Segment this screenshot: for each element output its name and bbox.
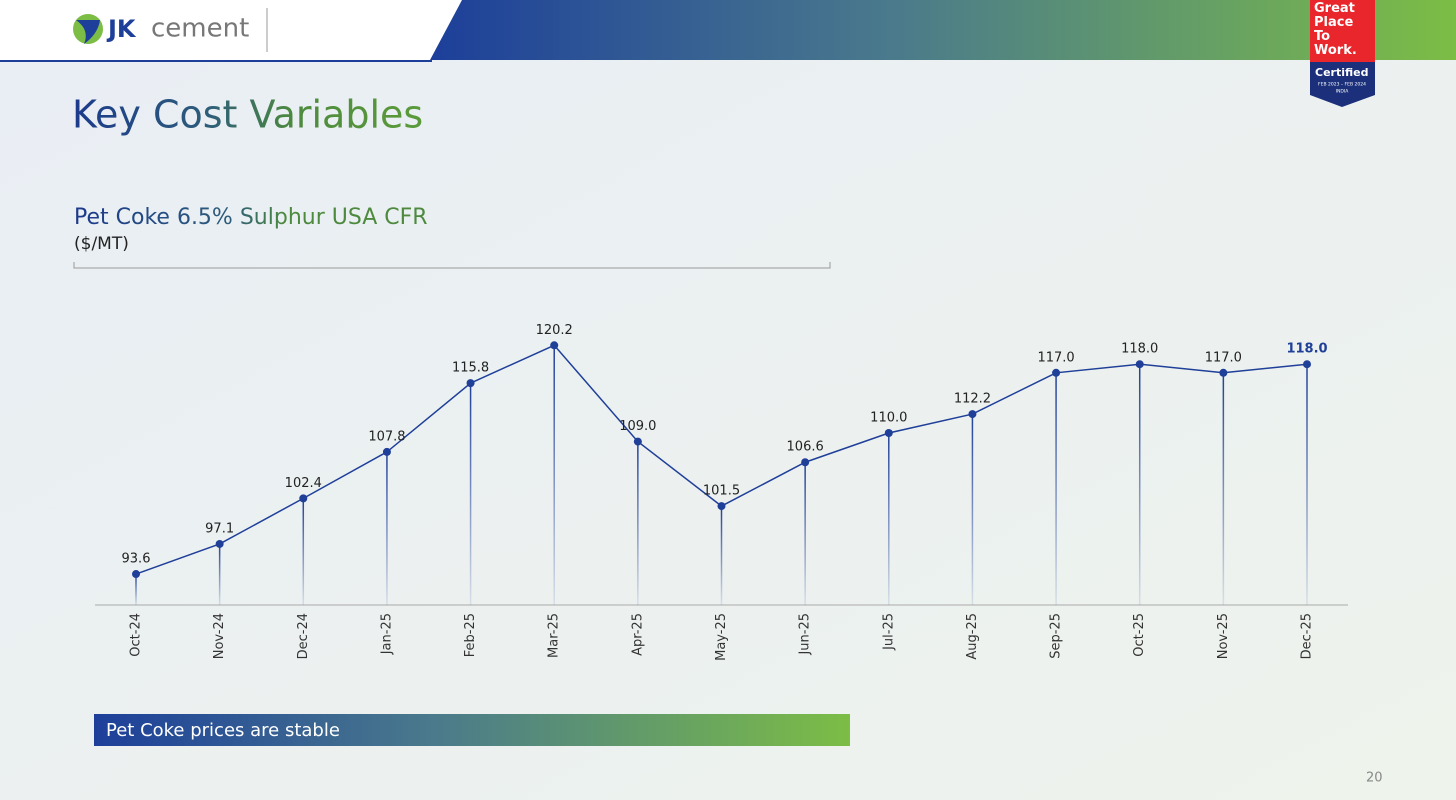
badge-line: To — [1314, 29, 1330, 44]
data-point — [633, 437, 642, 446]
x-tick-label: May-25 — [714, 613, 729, 661]
drop-line — [637, 441, 639, 605]
x-tick-label: Feb-25 — [463, 613, 478, 657]
data-point — [968, 410, 977, 419]
drop-line — [135, 574, 137, 605]
drop-line — [971, 414, 974, 605]
x-tick-label: Oct-25 — [1132, 613, 1147, 657]
x-tick-label: Dec-25 — [1300, 613, 1315, 659]
data-label: 117.0 — [1205, 350, 1242, 365]
badge-country: INDIA — [1336, 89, 1349, 95]
badge-text: Great Place To Work. — [1314, 1, 1357, 58]
data-label: 112.2 — [954, 392, 991, 407]
drop-line — [469, 383, 472, 605]
drop-line — [302, 498, 305, 605]
x-tick-label: Apr-25 — [630, 613, 645, 656]
data-label: 97.1 — [205, 521, 234, 536]
data-label: 101.5 — [703, 484, 740, 499]
data-point — [801, 458, 810, 467]
data-point — [550, 341, 559, 350]
slide-title: Key Cost Variables — [72, 93, 423, 137]
data-point — [884, 429, 893, 437]
badge-line: Place — [1314, 15, 1353, 30]
x-tick-label: Aug-25 — [965, 613, 980, 660]
data-label: 109.0 — [619, 419, 656, 434]
data-label: 115.8 — [452, 361, 489, 376]
x-tick-label: Sep-25 — [1049, 613, 1064, 659]
data-label: 118.0 — [1121, 342, 1158, 357]
drop-line — [720, 506, 723, 605]
badge-line: Work. — [1314, 43, 1357, 58]
drop-line — [1222, 372, 1225, 605]
data-label: 118.0 — [1286, 342, 1327, 357]
callout-text: Pet Coke prices are stable — [106, 720, 340, 741]
data-point — [1303, 360, 1311, 369]
badge-bottom — [1310, 62, 1375, 107]
data-label: 102.4 — [285, 476, 322, 491]
x-tick-label: Mar-25 — [547, 613, 562, 658]
data-label: 107.8 — [368, 429, 405, 444]
page-number: 20 — [1366, 771, 1383, 786]
logo-brand: JK — [106, 15, 137, 43]
badge-top — [1310, 0, 1375, 62]
data-label: 106.6 — [787, 440, 824, 455]
badge-line: Great — [1314, 1, 1355, 16]
data-point — [382, 447, 391, 456]
x-tick-label: Jan-25 — [379, 613, 394, 655]
logo: JK cement — [73, 8, 268, 52]
data-point — [299, 494, 308, 503]
drop-line — [1055, 372, 1057, 605]
badge: Great Place To Work. Certified FEB 2023 – F… — [1310, 0, 1375, 107]
drop-line — [218, 543, 221, 605]
drop-line — [1138, 364, 1141, 605]
data-label: 117.0 — [1037, 350, 1074, 365]
data-point — [466, 379, 475, 388]
x-tick-label: Dec-24 — [296, 613, 311, 659]
x-tick-label: Jul-25 — [881, 613, 896, 651]
x-tick-label: Nov-25 — [1216, 613, 1231, 659]
chart-title-rule — [73, 262, 831, 269]
drop-line — [553, 345, 555, 605]
callout-bar — [94, 714, 850, 746]
drop-line — [1306, 364, 1308, 605]
data-point — [1135, 360, 1144, 369]
data-label: 110.0 — [870, 411, 907, 426]
data-point — [215, 539, 224, 548]
data-point — [132, 570, 140, 579]
data-label: 93.6 — [122, 552, 151, 567]
x-tick-label: Jun-25 — [798, 613, 813, 656]
header-band — [430, 0, 1456, 60]
chart-title: Pet Coke 6.5% Sulphur USA CFR — [74, 205, 428, 230]
plot: 93.6 Oct-24 97.1 Nov-24 102.4 Dec-24 107.8 Jan-… — [122, 323, 1328, 661]
data-point — [1052, 368, 1061, 377]
chart-subtitle: ($/MT) — [74, 234, 129, 254]
logo-mark — [76, 20, 100, 44]
x-tick-label: Oct-24 — [129, 613, 144, 657]
logo-name: cement — [151, 14, 249, 44]
data-point — [1219, 368, 1228, 377]
data-point — [717, 502, 726, 511]
badge-certified: Certified — [1315, 66, 1368, 79]
drop-line — [804, 462, 806, 605]
drop-line — [888, 433, 890, 605]
data-label: 120.2 — [536, 323, 573, 338]
x-tick-label: Nov-24 — [212, 613, 227, 659]
badge-period: FEB 2023 – FEB 2024 — [1318, 82, 1366, 88]
drop-line — [386, 451, 388, 605]
